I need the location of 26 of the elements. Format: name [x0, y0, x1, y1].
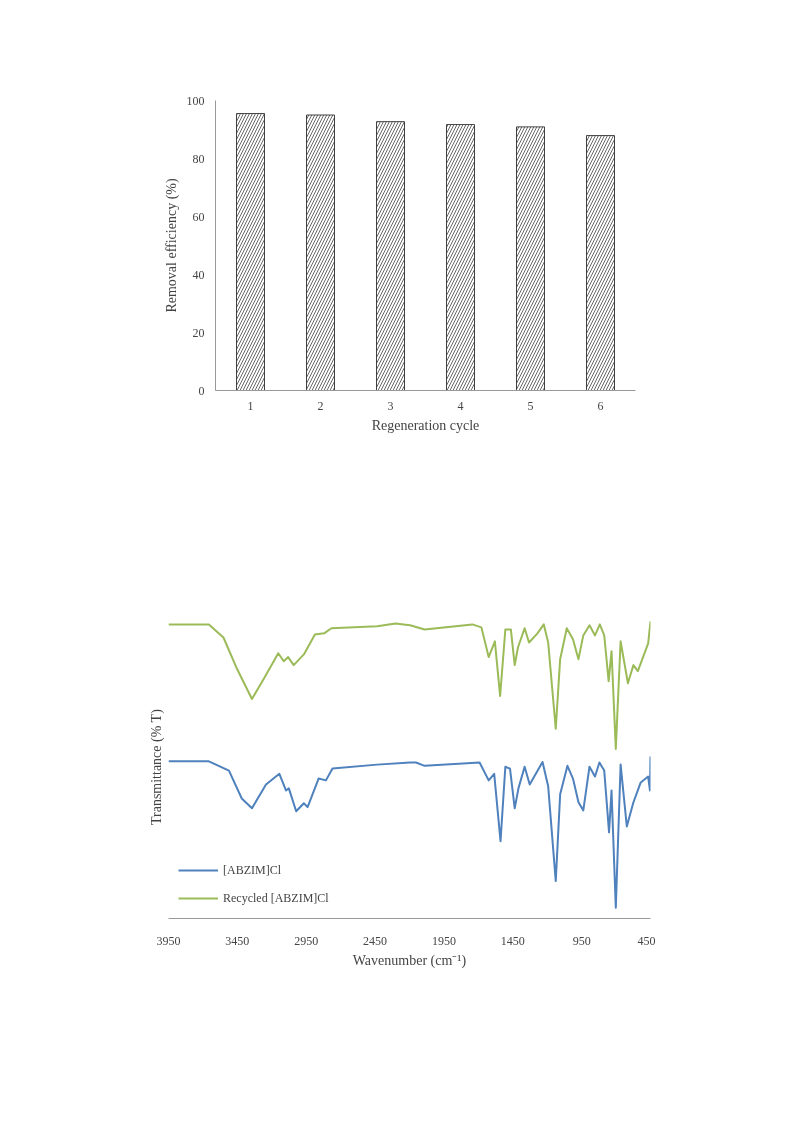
x-tick-label: 1950: [431, 933, 456, 948]
x-tick-label: 2: [317, 398, 324, 413]
x-tick-label: 950: [572, 933, 591, 948]
x-tick-label: 2450: [363, 933, 388, 948]
x-tick-label: 4: [457, 398, 464, 413]
x-tick-label: 1450: [500, 933, 525, 948]
y-axis-title: Removal efficiency (%): [163, 178, 180, 313]
x-tick-label: 3: [387, 398, 394, 413]
y-tick-label: 0: [198, 383, 205, 398]
legend-label: [ABZIM]Cl: [223, 862, 281, 878]
x-tick-label: 450: [637, 933, 656, 948]
x-tick-label: 2950: [294, 933, 319, 948]
y-axis-title: Transmittance (% T): [148, 708, 165, 826]
x-tick-label: 1: [247, 398, 254, 413]
legend-label: Recycled [ABZIM]Cl: [223, 890, 329, 906]
x-axis-title: Wavenumber (cm⁻¹): [352, 952, 467, 969]
y-tick-label: 80: [192, 151, 205, 166]
x-axis-title: Regeneration cycle: [371, 417, 480, 433]
x-tick-label: 3950: [156, 933, 181, 948]
y-tick-label: 100: [186, 93, 205, 108]
y-tick-label: 40: [192, 267, 205, 282]
x-tick-label: 6: [597, 398, 604, 413]
y-tick-label: 20: [192, 325, 205, 340]
x-tick-label: 3450: [225, 933, 250, 948]
y-tick-label: 60: [192, 209, 205, 224]
x-tick-label: 5: [527, 398, 534, 413]
